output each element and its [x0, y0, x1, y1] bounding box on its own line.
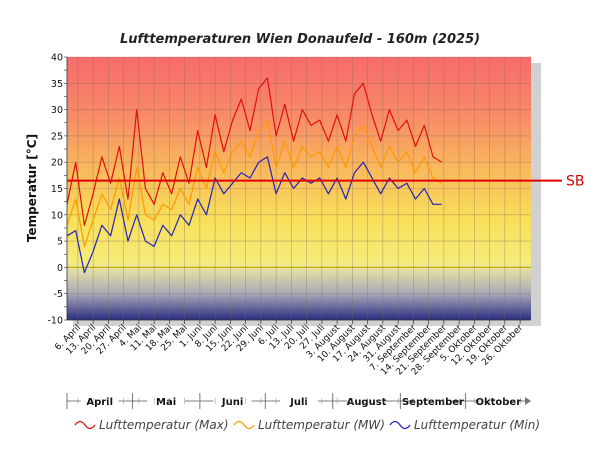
- month-label-bg: [213, 393, 252, 409]
- series-line: [66, 77, 443, 226]
- legend-entry: Lufttemperatur (Min): [414, 418, 540, 432]
- month-label-bg: [280, 393, 318, 409]
- y-tick-label: 40: [51, 53, 63, 64]
- month-bar-arrow: [525, 397, 531, 405]
- month-label: Mai: [156, 397, 176, 408]
- grid-lines: [67, 56, 531, 321]
- y-tick-label: 25: [51, 131, 63, 142]
- y-tick-label: -5: [54, 289, 63, 300]
- y-axis-label: Temperatur [°C]: [25, 134, 39, 242]
- legend-entry: Lufttemperatur (Max): [99, 418, 229, 432]
- month-label: Juni: [221, 397, 243, 408]
- series-lines: [66, 77, 443, 274]
- legend-swatch: [74, 420, 96, 430]
- month-label: August: [347, 397, 387, 408]
- month-label: September: [402, 397, 464, 408]
- month-label-bg: [147, 393, 186, 409]
- legend-swatch: [389, 420, 411, 430]
- series-line: [66, 156, 442, 274]
- y-tick-label: 0: [57, 263, 63, 274]
- chart-title: Lufttemperaturen Wien Donaufeld - 160m (…: [120, 32, 480, 47]
- month-label: April: [86, 397, 113, 408]
- y-tick-label: -10: [47, 316, 63, 327]
- series-line: [66, 119, 443, 247]
- month-label-bg: [413, 393, 452, 409]
- month-bar: April Mai Juni Juli August September Oktober: [66, 393, 531, 409]
- y-tick-label: 30: [51, 105, 63, 116]
- legend: Lufttemperatur (Max) Lufttemperatur (MW) L…: [74, 418, 540, 432]
- month-label-bg: [80, 393, 119, 409]
- reference-line-label: SB: [566, 174, 585, 190]
- month-label-bg: [347, 393, 386, 409]
- reference-line-group: SB: [67, 174, 585, 190]
- y-tick-label: 20: [51, 158, 63, 169]
- month-label-bg: [479, 393, 518, 409]
- month-label: Oktober: [475, 397, 521, 408]
- y-axis-ticks: -10 -5 0 5 10 15 20 25 30 35 40: [47, 53, 67, 327]
- legend-swatch: [233, 420, 255, 430]
- legend-entry: Lufttemperatur (MW): [258, 418, 385, 432]
- y-tick-label: 15: [51, 184, 63, 195]
- y-tick-label: 5: [57, 237, 63, 248]
- month-label: Juli: [289, 397, 308, 408]
- y-tick-label: 35: [51, 79, 63, 90]
- y-tick-label: 10: [51, 210, 63, 221]
